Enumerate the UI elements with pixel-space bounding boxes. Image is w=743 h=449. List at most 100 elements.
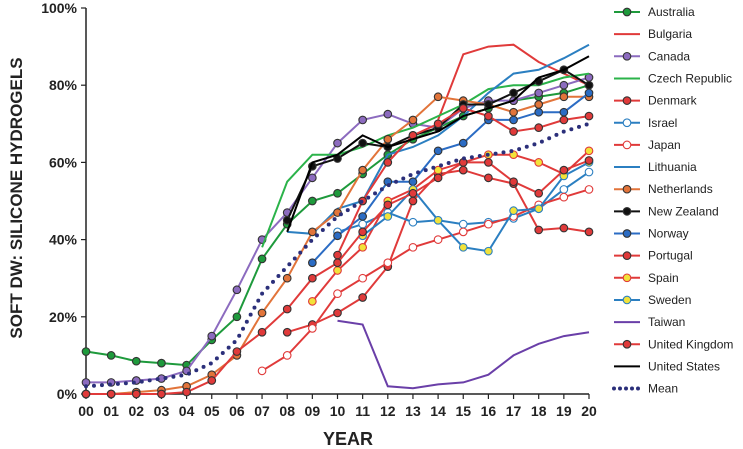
data-point: [534, 100, 544, 109]
legend-marker: [622, 339, 632, 349]
data-point: [433, 215, 443, 225]
data-point: [282, 351, 292, 360]
data-point: [584, 156, 594, 165]
legend-label: Portugal: [648, 249, 693, 263]
legend-item-united-states: United States: [614, 359, 720, 373]
data-point: [534, 188, 544, 198]
data-point: [534, 123, 544, 133]
data-point: [308, 273, 317, 283]
data-point: [333, 308, 342, 318]
data-point: [232, 312, 242, 322]
data-point: [308, 227, 317, 237]
data-point: [509, 206, 518, 215]
data-point: [584, 185, 594, 194]
series-layer: [81, 43, 594, 399]
data-point: [534, 158, 544, 167]
y-tick-label: 80%: [49, 77, 78, 93]
x-tick-label: 01: [103, 403, 119, 419]
data-point: [333, 231, 342, 241]
data-point: [383, 200, 393, 210]
data-point: [358, 293, 368, 302]
data-point: [257, 366, 267, 376]
data-point: [333, 258, 342, 268]
data-point: [584, 111, 594, 121]
data-point: [358, 212, 368, 221]
data-point: [458, 219, 468, 229]
data-point: [559, 223, 569, 233]
x-tick-label: 09: [305, 403, 321, 419]
legend-marker: [622, 251, 632, 260]
series-taiwan: [337, 319, 590, 390]
legend-marker: [622, 96, 632, 105]
legend-label: Bulgaria: [648, 27, 692, 41]
legend-label: Czech Republic: [648, 71, 732, 85]
series-mean: [84, 121, 591, 389]
legend-item-lithuania: Lithuania: [614, 160, 697, 174]
x-tick-label: 05: [204, 403, 220, 419]
data-point: [383, 258, 393, 268]
data-point: [509, 115, 518, 125]
data-point: [282, 327, 292, 337]
data-point: [509, 177, 518, 187]
x-tick-label: 16: [481, 403, 497, 419]
legend-marker: [622, 229, 632, 238]
data-point: [408, 177, 418, 187]
y-tick-label: 60%: [49, 154, 78, 170]
legend-label: Mean: [648, 382, 678, 396]
y-axis-title: SOFT DW: SILICONE HYDROGELS: [7, 57, 26, 338]
legend-label: Spain: [648, 271, 679, 285]
legend-marker: [622, 184, 632, 194]
data-point: [182, 387, 191, 397]
x-axis-title: YEAR: [323, 429, 373, 449]
legend-label: United Kingdom: [648, 337, 733, 351]
legend-marker: [622, 51, 632, 61]
legend-item-taiwan: Taiwan: [614, 315, 685, 329]
data-point: [358, 219, 368, 229]
data-point: [383, 212, 393, 221]
data-point: [458, 165, 468, 175]
data-point: [358, 115, 368, 125]
data-point: [584, 88, 594, 98]
data-point: [106, 351, 116, 360]
data-point: [433, 92, 443, 102]
data-point: [584, 227, 594, 237]
x-tick-label: 06: [229, 403, 245, 419]
data-point: [157, 389, 166, 399]
series-line-czech-republic: [261, 72, 590, 248]
x-tick-label: 00: [78, 403, 94, 419]
legend-label: Canada: [648, 49, 690, 63]
series-line-japan: [261, 188, 590, 372]
series-norway: [308, 88, 594, 268]
series-line-spain: [311, 150, 590, 303]
legend-item-new-zealand: New Zealand: [614, 204, 719, 218]
x-tick-label: 03: [154, 403, 170, 419]
series-line-mean: [84, 121, 591, 389]
x-tick-label: 20: [581, 403, 597, 419]
legend-label: Israel: [648, 116, 677, 130]
data-point: [383, 109, 393, 119]
x-tick-label: 14: [430, 403, 446, 419]
legend-item-bulgaria: Bulgaria: [614, 27, 692, 41]
data-point: [484, 246, 493, 256]
x-tick-label: 12: [380, 403, 396, 419]
data-point: [458, 138, 468, 148]
data-point: [408, 115, 418, 125]
data-point: [408, 188, 418, 198]
x-tick-label: 10: [330, 403, 346, 419]
data-point: [282, 273, 292, 283]
data-point: [308, 258, 317, 268]
data-point: [308, 324, 317, 333]
series-czech-republic: [261, 72, 590, 248]
y-tick-label: 20%: [49, 309, 78, 325]
legend-item-japan: Japan: [614, 138, 681, 152]
data-point: [81, 347, 91, 356]
data-point: [584, 146, 594, 156]
legend-item-czech-republic: Czech Republic: [614, 71, 732, 85]
legend-item-portugal: Portugal: [614, 249, 693, 263]
data-point: [408, 242, 418, 252]
legend-label: Netherlands: [648, 182, 713, 196]
x-tick-label: 15: [455, 403, 471, 419]
legend-label: Norway: [648, 227, 689, 241]
legend-label: Sweden: [648, 293, 691, 307]
